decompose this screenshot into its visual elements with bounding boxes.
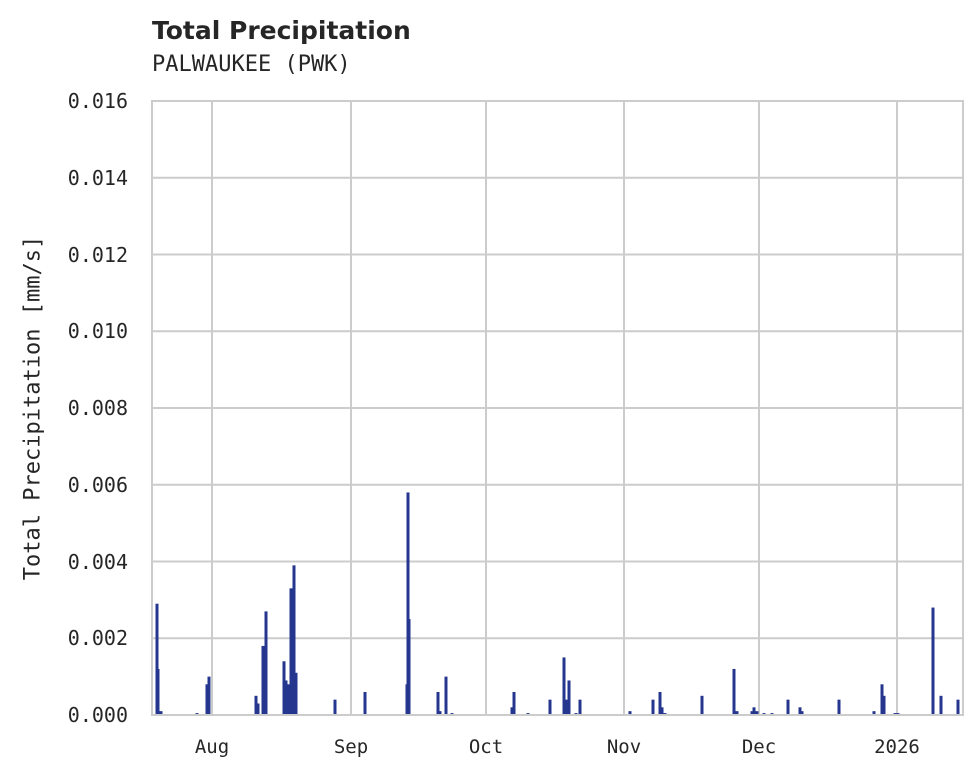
- y-tick-label: 0.002: [67, 626, 128, 651]
- precip-bar: [264, 611, 268, 715]
- precip-bar: [254, 695, 258, 715]
- precip-bar: [880, 684, 884, 715]
- precip-bar: [512, 691, 516, 715]
- precip-bar: [752, 707, 756, 715]
- precip-bar: [931, 607, 935, 715]
- precip-bar: [798, 707, 802, 715]
- chart-subtitle: PALWAUKEE (PWK): [152, 52, 351, 77]
- x-tick-label: Oct: [468, 736, 504, 758]
- chart-title: Total Precipitation: [152, 16, 411, 45]
- precip-bar: [294, 672, 298, 715]
- precip-bar: [363, 691, 367, 715]
- precip-bar: [286, 684, 290, 715]
- precip-bar: [562, 657, 566, 715]
- y-tick-label: 0.006: [67, 472, 128, 497]
- precip-bar: [292, 565, 296, 715]
- precip-bar: [956, 699, 960, 715]
- precip-bar: [282, 661, 286, 715]
- precip-bar: [510, 707, 514, 715]
- precip-bar: [205, 684, 209, 715]
- precip-bar: [786, 699, 790, 715]
- precip-bar: [660, 707, 664, 715]
- precip-bar: [438, 711, 442, 715]
- precip-bar: [159, 711, 163, 715]
- precip-bar: [256, 703, 260, 715]
- y-tick-label: 0.016: [67, 89, 128, 113]
- precip-bar: [284, 680, 288, 715]
- precip-bar: [837, 699, 841, 715]
- x-tick-label: Sep: [333, 736, 369, 758]
- precip-bar: [939, 695, 943, 715]
- precip-bar: [564, 699, 568, 715]
- precip-bar: [800, 711, 804, 715]
- precip-bar: [548, 699, 552, 715]
- x-tick-label: 2026: [874, 736, 920, 758]
- precip-bar: [406, 492, 410, 715]
- precip-bar: [333, 699, 337, 715]
- y-tick-label: 0.010: [67, 319, 128, 344]
- precip-bar: [658, 691, 662, 715]
- precip-bar: [578, 699, 582, 715]
- precip-bar: [444, 676, 448, 715]
- precip-bar: [651, 699, 655, 715]
- y-tick-label: 0.000: [67, 703, 128, 727]
- precip-bar: [735, 711, 739, 715]
- x-tick-label: Aug: [194, 736, 230, 758]
- precip-bar: [872, 711, 876, 715]
- precip-bar: [700, 695, 704, 715]
- precip-bar: [436, 691, 440, 715]
- precip-bar: [156, 668, 160, 715]
- precip-bar: [207, 676, 211, 715]
- y-tick-label: 0.004: [67, 549, 128, 574]
- y-tick-label: 0.012: [67, 242, 128, 267]
- x-tick-label: Nov: [606, 736, 642, 758]
- precip-bar: [407, 619, 411, 715]
- precip-bar: [567, 680, 571, 715]
- precip-bar: [155, 603, 159, 715]
- x-tick-label: Dec: [741, 736, 777, 758]
- y-tick-label: 0.008: [67, 396, 128, 420]
- precip-bar: [882, 695, 886, 715]
- precip-bar: [732, 668, 736, 715]
- precip-bar: [289, 588, 293, 715]
- precip-bar: [755, 711, 759, 715]
- y-tick-label: 0.014: [67, 165, 128, 190]
- precip-bar: [750, 711, 754, 715]
- precip-bar: [628, 711, 632, 715]
- precip-bar: [261, 645, 265, 715]
